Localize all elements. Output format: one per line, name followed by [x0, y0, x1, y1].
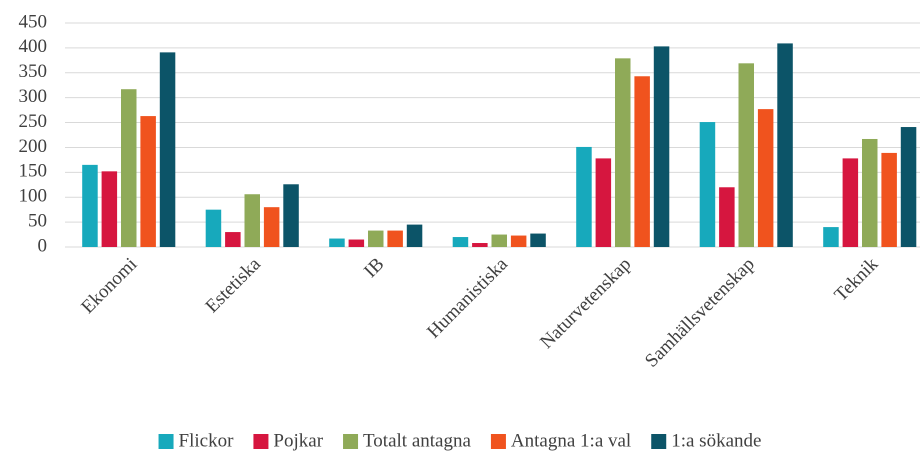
bar: [452, 237, 469, 247]
bar: [777, 43, 793, 247]
y-tick-label: 450: [19, 11, 48, 32]
bar: [634, 76, 650, 247]
x-tick-label: IB: [360, 254, 388, 282]
bar: [719, 187, 735, 247]
bar: [738, 63, 754, 247]
bar: [101, 171, 118, 247]
bar: [348, 239, 365, 247]
bar: [329, 238, 345, 247]
bar: [472, 243, 488, 247]
legend-swatch: [253, 434, 269, 449]
y-tick-label: 200: [19, 136, 48, 157]
bar: [140, 116, 156, 247]
bar: [205, 209, 222, 247]
bar: [368, 230, 384, 247]
bar: [225, 232, 241, 247]
x-tick-label: Naturvetenskap: [536, 254, 635, 353]
bar: [263, 207, 280, 247]
bar: [900, 127, 917, 247]
bar: [510, 235, 527, 247]
x-tick-label: Teknik: [830, 253, 882, 305]
bar: [823, 227, 839, 247]
bar: [757, 109, 774, 247]
legend-swatch: [158, 434, 174, 449]
y-tick-label: 150: [19, 161, 48, 182]
y-tick-label: 300: [19, 86, 48, 107]
bar: [283, 184, 299, 247]
bar: [159, 52, 176, 247]
bar: [862, 138, 878, 247]
legend-swatch: [343, 434, 359, 449]
bar: [406, 224, 423, 247]
legend-label: Flickor: [179, 430, 235, 451]
bar: [881, 152, 897, 247]
legend-label: Pojkar: [273, 430, 323, 451]
legend-swatch: [490, 434, 506, 449]
y-tick-label: 400: [19, 36, 48, 57]
legend-swatch: [651, 434, 667, 449]
x-tick-label: Samhällsvetenskap: [641, 254, 759, 372]
y-tick-label: 350: [19, 61, 48, 82]
bar: [576, 146, 592, 247]
y-tick-label: 100: [19, 186, 48, 207]
bar: [82, 164, 98, 247]
bar: [842, 158, 859, 247]
y-tick-label: 250: [19, 111, 48, 132]
bar: [615, 58, 631, 247]
bar: [530, 233, 546, 247]
bar: [387, 230, 403, 247]
legend-label: 1:a sökande: [671, 430, 761, 451]
bar: [244, 194, 260, 247]
y-tick-label: 50: [28, 210, 47, 231]
legend-label: Totalt antagna: [363, 430, 471, 451]
bar: [595, 158, 612, 247]
x-tick-label: Humanistiska: [423, 253, 512, 342]
y-tick-label: 0: [38, 235, 48, 256]
bar: [699, 122, 716, 247]
x-tick-label: Estetiska: [202, 253, 266, 317]
bar: [491, 234, 507, 247]
legend-label: Antagna 1:a val: [511, 430, 631, 451]
bar: [653, 46, 670, 248]
bar: [121, 89, 137, 248]
x-tick-label: Ekonomi: [77, 254, 141, 318]
